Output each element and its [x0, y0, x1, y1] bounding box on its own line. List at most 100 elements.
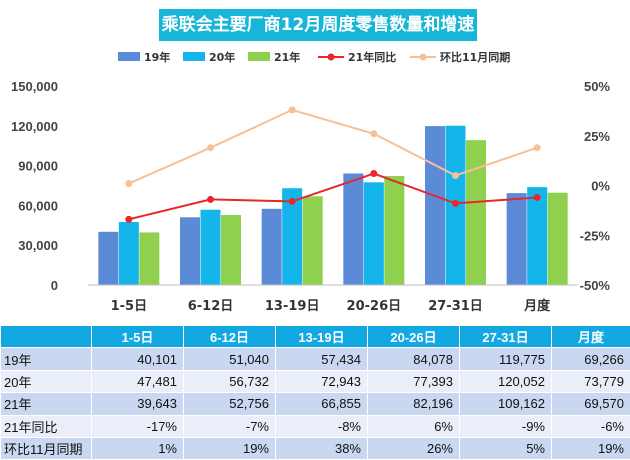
- table-row: 21年 39,643 52,756 66,855 82,196 109,162 …: [1, 393, 630, 415]
- line-point: [125, 180, 132, 187]
- line-point: [125, 216, 132, 223]
- row-label: 21年: [1, 393, 92, 415]
- x-tick-label: 月度: [523, 298, 551, 314]
- table-header-cell: 20-26日: [368, 326, 460, 348]
- y-tick-label: 120,000: [11, 119, 58, 134]
- y2-tick-label: -25%: [580, 228, 611, 243]
- table-cell: 19%: [552, 437, 630, 459]
- table-row: 环比11月同期 1% 19% 38% 26% 5% 19%: [1, 437, 630, 459]
- row-label: 21年同比: [1, 415, 92, 437]
- bar: [548, 193, 568, 285]
- table-cell: -8%: [276, 415, 368, 437]
- table-header-cell: 月度: [552, 326, 630, 348]
- table-cell: 109,162: [460, 393, 552, 415]
- line-point: [452, 200, 459, 207]
- bar: [343, 173, 363, 285]
- table-row: 19年 40,101 51,040 57,434 84,078 119,775 …: [1, 348, 630, 370]
- legend-marker: [328, 54, 335, 61]
- table-cell: 6%: [368, 415, 460, 437]
- line-point: [289, 198, 296, 205]
- table-cell: 57,434: [276, 348, 368, 370]
- bar: [119, 222, 139, 285]
- table-cell: 119,775: [460, 348, 552, 370]
- bar: [262, 209, 282, 285]
- line-point: [207, 144, 214, 151]
- line-point: [370, 130, 377, 137]
- table-cell: -7%: [184, 415, 276, 437]
- x-axis: 1-5日 6-12日 13-19日 20-26日 27-31日 月度: [88, 285, 578, 314]
- table-header-cell: [1, 326, 92, 348]
- table-cell: 120,052: [460, 370, 552, 392]
- bar: [466, 140, 486, 285]
- chart: 19年 20年 21年 21年同比 环比11月同期 150,000 120,000 90,0…: [0, 0, 630, 325]
- bar: [364, 182, 384, 285]
- table-cell: 77,393: [368, 370, 460, 392]
- table-header-cell: 27-31日: [460, 326, 552, 348]
- table-row: 21年同比 -17% -7% -8% 6% -9% -6%: [1, 415, 630, 437]
- x-tick-label: 27-31日: [428, 299, 483, 314]
- bar: [527, 187, 547, 285]
- table-cell: 39,643: [92, 393, 184, 415]
- legend: 19年 20年 21年 21年同比 环比11月同期: [118, 50, 510, 64]
- line-point: [289, 106, 296, 113]
- legend-label: 21年同比: [348, 50, 396, 64]
- line-point: [534, 144, 541, 151]
- table-cell: 56,732: [184, 370, 276, 392]
- x-tick-label: 20-26日: [347, 299, 402, 314]
- table-cell: 38%: [276, 437, 368, 459]
- line-point: [452, 172, 459, 179]
- table-cell: 47,481: [92, 370, 184, 392]
- bar: [507, 193, 527, 285]
- row-label: 19年: [1, 348, 92, 370]
- legend-swatch: [118, 52, 140, 61]
- legend-marker: [420, 54, 427, 61]
- bar: [180, 217, 200, 285]
- table-cell: 26%: [368, 437, 460, 459]
- y-axis-right: 50% 25% 0% -25% -50%: [580, 79, 611, 293]
- table-header-cell: 13-19日: [276, 326, 368, 348]
- table-row: 20年 47,481 56,732 72,943 77,393 120,052 …: [1, 370, 630, 392]
- bar: [425, 126, 445, 285]
- y2-tick-label: 50%: [584, 79, 610, 94]
- legend-swatch: [183, 52, 205, 61]
- legend-label: 环比11月同期: [440, 50, 510, 64]
- bar: [221, 215, 241, 285]
- data-table: 1-5日 6-12日 13-19日 20-26日 27-31日 月度 19年 4…: [0, 325, 630, 460]
- y2-tick-label: 25%: [584, 129, 610, 144]
- bar: [201, 210, 221, 285]
- y-tick-label: 60,000: [18, 198, 58, 213]
- table-cell: 51,040: [184, 348, 276, 370]
- row-label: 环比11月同期: [1, 437, 92, 459]
- table-cell: 82,196: [368, 393, 460, 415]
- x-tick-label: 6-12日: [188, 299, 234, 314]
- bar: [384, 176, 404, 285]
- table-cell: 73,779: [552, 370, 630, 392]
- table-cell: 69,266: [552, 348, 630, 370]
- y-tick-label: 150,000: [11, 79, 58, 94]
- table-cell: 69,570: [552, 393, 630, 415]
- x-tick-label: 13-19日: [265, 299, 320, 314]
- legend-label: 20年: [209, 50, 235, 64]
- table-cell: 19%: [184, 437, 276, 459]
- line-point: [207, 196, 214, 203]
- y2-tick-label: 0%: [591, 179, 610, 194]
- table-cell: -9%: [460, 415, 552, 437]
- legend-label: 21年: [274, 50, 300, 64]
- table-cell: -17%: [92, 415, 184, 437]
- y-tick-label: 90,000: [18, 159, 58, 174]
- table-cell: 40,101: [92, 348, 184, 370]
- legend-label: 19年: [144, 50, 170, 64]
- x-tick-label: 1-5日: [111, 299, 148, 314]
- row-label: 20年: [1, 370, 92, 392]
- table-cell: 5%: [460, 437, 552, 459]
- bar: [303, 196, 323, 285]
- table-cell: 1%: [92, 437, 184, 459]
- legend-swatch: [248, 52, 270, 61]
- line-point: [534, 194, 541, 201]
- y2-tick-label: -50%: [580, 278, 611, 293]
- bar: [139, 232, 159, 285]
- table-header-row: 1-5日 6-12日 13-19日 20-26日 27-31日 月度: [1, 326, 630, 348]
- table-cell: -6%: [552, 415, 630, 437]
- table-cell: 66,855: [276, 393, 368, 415]
